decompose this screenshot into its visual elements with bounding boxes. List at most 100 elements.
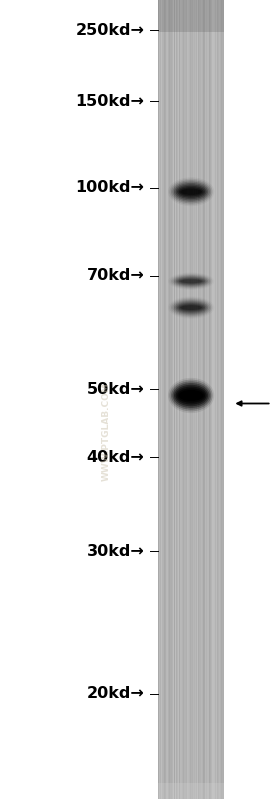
Text: 40kd→: 40kd→ <box>87 450 144 464</box>
Bar <box>163 0 164 799</box>
Ellipse shape <box>169 179 213 205</box>
Bar <box>191 0 192 799</box>
Ellipse shape <box>176 276 207 286</box>
Bar <box>202 0 203 799</box>
Bar <box>158 0 159 799</box>
Bar <box>188 0 189 799</box>
Ellipse shape <box>179 304 204 311</box>
Bar <box>158 0 224 32</box>
Bar <box>209 0 210 799</box>
Bar <box>174 0 175 799</box>
Bar <box>215 0 216 799</box>
Bar <box>172 0 173 799</box>
Bar <box>198 0 199 799</box>
Ellipse shape <box>180 280 202 283</box>
Ellipse shape <box>179 279 204 284</box>
Bar <box>184 0 185 799</box>
Bar <box>194 0 195 799</box>
Bar <box>204 0 205 799</box>
Bar <box>219 0 220 799</box>
Bar <box>196 0 197 799</box>
Ellipse shape <box>174 276 208 287</box>
Ellipse shape <box>171 299 211 316</box>
Bar <box>171 0 172 799</box>
Bar <box>206 0 207 799</box>
Bar <box>220 0 221 799</box>
Bar <box>218 0 219 799</box>
Ellipse shape <box>176 387 207 404</box>
Bar <box>197 0 198 799</box>
Ellipse shape <box>180 305 202 310</box>
Ellipse shape <box>168 378 214 413</box>
Bar <box>217 0 218 799</box>
Bar <box>190 0 191 799</box>
Ellipse shape <box>177 388 205 403</box>
Bar <box>189 0 190 799</box>
Bar <box>176 0 177 799</box>
Bar <box>182 0 183 799</box>
Text: 250kd→: 250kd→ <box>75 23 144 38</box>
Text: WWW.PTGLAB.COM: WWW.PTGLAB.COM <box>102 382 111 481</box>
Bar <box>201 0 202 799</box>
Ellipse shape <box>179 390 204 401</box>
Bar <box>199 0 200 799</box>
Ellipse shape <box>180 392 202 400</box>
Bar <box>167 0 168 799</box>
Bar <box>161 0 162 799</box>
Bar <box>223 0 224 799</box>
Bar <box>169 0 170 799</box>
Bar <box>179 0 180 799</box>
Bar <box>200 0 201 799</box>
Bar <box>173 0 174 799</box>
Bar <box>160 0 161 799</box>
Text: 150kd→: 150kd→ <box>75 94 144 109</box>
Bar <box>214 0 215 799</box>
Bar <box>222 0 223 799</box>
Bar <box>183 0 184 799</box>
Bar <box>203 0 204 799</box>
Bar <box>212 0 213 799</box>
Bar <box>187 0 188 799</box>
Bar <box>205 0 206 799</box>
Bar <box>221 0 222 799</box>
Bar <box>165 0 166 799</box>
Ellipse shape <box>169 297 213 318</box>
Ellipse shape <box>180 189 202 195</box>
Bar <box>158 783 224 799</box>
Bar <box>168 0 169 799</box>
Text: 50kd→: 50kd→ <box>87 382 144 396</box>
Bar <box>216 0 217 799</box>
Bar <box>177 0 178 799</box>
Bar <box>162 0 163 799</box>
Ellipse shape <box>171 274 211 288</box>
Bar <box>180 0 181 799</box>
Ellipse shape <box>177 186 205 197</box>
Bar <box>195 0 196 799</box>
Ellipse shape <box>171 180 211 204</box>
Bar <box>210 0 211 799</box>
Ellipse shape <box>172 300 210 316</box>
Text: 30kd→: 30kd→ <box>87 544 144 559</box>
Ellipse shape <box>172 383 210 408</box>
Ellipse shape <box>179 187 204 197</box>
Bar <box>181 0 182 799</box>
Bar <box>208 0 209 799</box>
Bar <box>170 0 171 799</box>
Bar <box>211 0 212 799</box>
Text: 100kd→: 100kd→ <box>75 181 144 195</box>
Bar <box>185 0 186 799</box>
Bar <box>166 0 167 799</box>
Ellipse shape <box>177 303 205 312</box>
Bar <box>193 0 194 799</box>
Bar <box>213 0 214 799</box>
Ellipse shape <box>174 300 208 315</box>
Bar <box>175 0 176 799</box>
Text: 20kd→: 20kd→ <box>87 686 144 701</box>
Ellipse shape <box>176 302 207 313</box>
Ellipse shape <box>172 275 210 288</box>
Bar <box>192 0 193 799</box>
Bar <box>207 0 208 799</box>
Bar <box>178 0 179 799</box>
Ellipse shape <box>169 380 213 411</box>
Bar <box>158 0 224 799</box>
